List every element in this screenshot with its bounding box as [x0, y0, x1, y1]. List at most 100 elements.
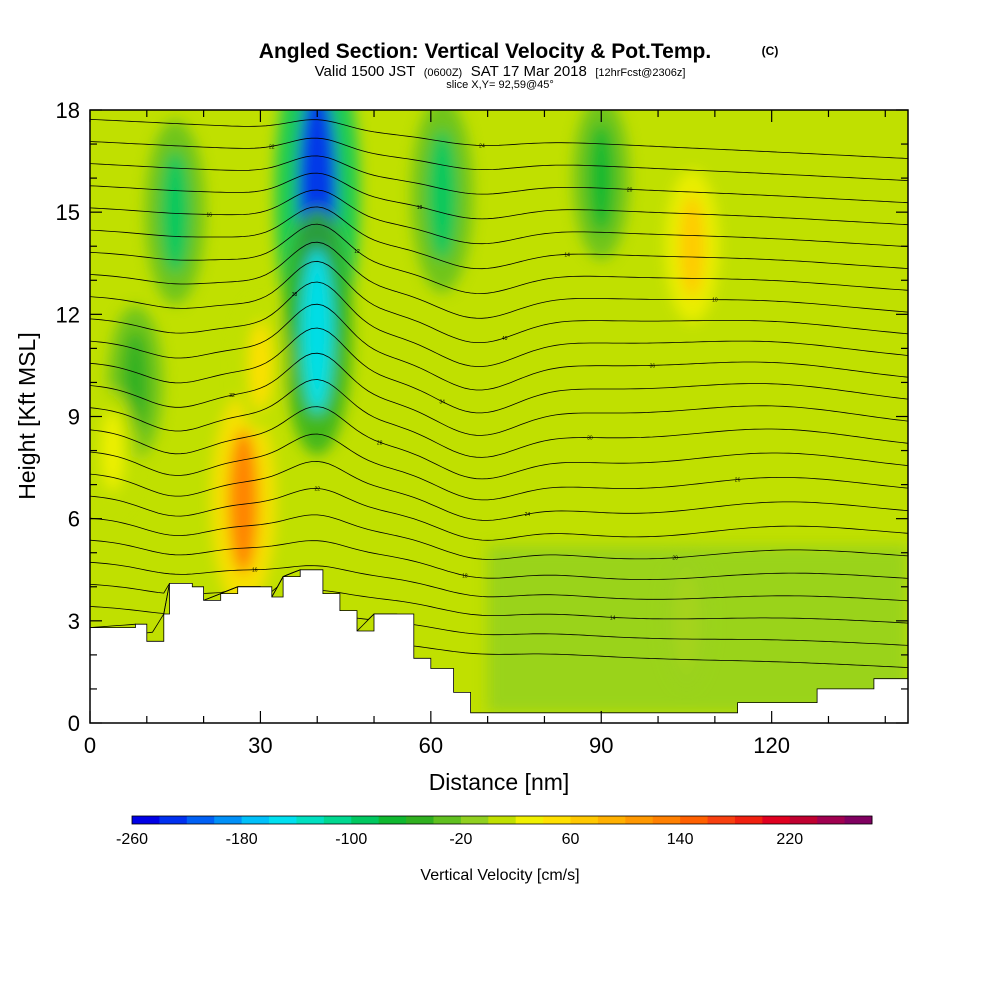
colorbar-label-60: 60 — [562, 831, 580, 848]
updraft-core-4 — [101, 410, 124, 492]
theta-contour-15 — [90, 260, 908, 343]
colorbar-label-220: 220 — [776, 831, 803, 848]
theta-contour-label-7: 24 — [525, 512, 531, 518]
theta-contour-label-19: 16 — [207, 212, 213, 218]
theta-contour-21 — [90, 155, 908, 204]
zulu-time: (0600Z) — [424, 67, 463, 79]
updraft-core-0 — [228, 429, 259, 574]
colorbar-label--20: -20 — [449, 831, 472, 848]
theta-contour-label-4: 18 — [462, 574, 468, 580]
theta-contour-label-6: 22 — [314, 486, 320, 492]
axis-ticks — [89, 109, 908, 724]
y-tick-label-15: 15 — [56, 200, 80, 225]
y-axis-title: Height [Kft MSL] — [14, 332, 40, 499]
colorbar-label--260: -260 — [116, 831, 148, 848]
theta-contour-label-8: 26 — [735, 478, 741, 484]
colorbar-label--180: -180 — [226, 831, 258, 848]
theta-contour-label-20: 18 — [417, 205, 423, 211]
y-tick-label-9: 9 — [68, 405, 80, 430]
downdraft-core-1 — [301, 248, 334, 414]
theta-contour-20 — [90, 172, 908, 226]
x-tick-label-120: 120 — [753, 733, 790, 758]
colorbar-swatch-18 — [625, 816, 654, 824]
theta-contour-8 — [90, 433, 908, 501]
colorbar — [131, 815, 873, 825]
downdraft-core-4 — [588, 123, 615, 233]
colorbar-swatch-0 — [132, 816, 160, 824]
chart-title-tag: (C) — [762, 44, 779, 58]
x-tick-label-90: 90 — [589, 733, 613, 758]
theta-contour-2 — [90, 569, 908, 624]
x-tick-label-60: 60 — [419, 733, 443, 758]
axis-tick-labels: 0 30 60 90 120 0 36 9 12 15 18 — [56, 98, 791, 758]
theta-contour-3 — [90, 561, 908, 602]
colorbar-swatch-14 — [515, 816, 544, 824]
theta-contour-label-23: 24 — [479, 143, 485, 149]
updraft-core-3 — [679, 195, 705, 298]
theta-contour-13 — [90, 303, 908, 391]
colorbar-swatch-3 — [214, 816, 243, 824]
valid-time: Valid 1500 JST — [315, 63, 416, 80]
theta-contour-19 — [90, 189, 908, 247]
colorbar-swatch-26 — [844, 816, 873, 824]
theta-contour-22 — [90, 137, 908, 181]
chart-title: Angled Section: Vertical Velocity & Pot.… — [259, 40, 711, 63]
colorbar-swatch-8 — [351, 816, 380, 824]
colorbar-title: Vertical Velocity [cm/s] — [420, 867, 579, 884]
theta-contour-label-11: 32 — [229, 393, 235, 399]
theta-contour-6 — [90, 487, 908, 541]
theta-contour-5 — [90, 514, 908, 560]
y-tick-label-0: 0 — [68, 711, 80, 736]
lower-sink-zone — [487, 545, 908, 713]
forecast-info: [12hrFcst@2306z] — [595, 67, 685, 79]
theta-contour-label-21: 20 — [627, 187, 633, 193]
colorbar-swatch-1 — [159, 816, 188, 824]
colorbar-swatch-24 — [789, 816, 818, 824]
downdraft-core-2 — [161, 150, 189, 274]
colorbar-swatch-25 — [817, 816, 846, 824]
potential-temperature-contours: 14 16 18 20 22 24 26 28 30 32 34 36 38 40 10 12 14 16 18 20… — [90, 118, 908, 668]
theta-contour-23 — [90, 118, 908, 159]
theta-contour-label-2: 14 — [610, 615, 616, 621]
theta-contour-label-16: 10 — [712, 298, 718, 304]
colorbar-swatch-16 — [570, 816, 599, 824]
theta-contour-14 — [90, 281, 908, 367]
theta-contour-16 — [90, 241, 908, 319]
colorbar-swatch-9 — [378, 816, 407, 824]
theta-contour-label-22: 22 — [269, 144, 275, 150]
colorbar-swatch-5 — [269, 816, 297, 824]
x-tick-label-0: 0 — [84, 733, 96, 758]
theta-contour-17 — [90, 223, 908, 295]
colorbar-swatch-6 — [296, 816, 325, 824]
theta-contour-9 — [90, 406, 908, 480]
colorbar-swatch-15 — [543, 816, 572, 824]
slice-info: slice X,Y= 92,59@45° — [446, 79, 554, 91]
theta-contour-label-18: 14 — [564, 252, 570, 258]
plot-area: 14 16 18 20 22 24 26 28 30 32 34 36 38 40 10 12 14 16 18 20… — [90, 110, 908, 723]
theta-contour-label-10: 30 — [587, 436, 593, 442]
theta-contour-label-12: 34 — [439, 400, 445, 406]
colorbar-swatch-12 — [460, 816, 489, 824]
colorbar-swatch-21 — [707, 816, 736, 824]
chart-subtitle: Valid 1500 JST (0600Z) SAT 17 Mar 2018 [… — [315, 63, 686, 80]
colorbar-swatch-13 — [488, 816, 517, 824]
colorbar-swatch-20 — [680, 816, 709, 824]
theta-contour-label-5: 20 — [672, 556, 678, 562]
theta-contour-10 — [90, 379, 908, 458]
theta-contour-label-14: 38 — [292, 292, 298, 298]
theta-contour-12 — [90, 327, 908, 414]
y-tick-label-6: 6 — [68, 507, 80, 532]
theta-contour-label-13: 36 — [650, 363, 656, 369]
theta-contour-7 — [90, 460, 908, 521]
y-tick-label-18: 18 — [56, 98, 80, 123]
colorbar-tick-labels: -260 -180 -100 -20 60 140 220 — [116, 831, 803, 848]
x-axis-title: Distance [nm] — [429, 769, 570, 795]
colorbar-swatch-19 — [652, 816, 681, 824]
downdraft-core-3 — [428, 130, 457, 261]
theta-contour-label-3: 16 — [252, 568, 258, 574]
theta-contour-label-9: 28 — [377, 440, 383, 446]
colorbar-swatch-23 — [762, 816, 791, 824]
colorbar-frame — [131, 815, 873, 825]
y-tick-label-12: 12 — [56, 302, 80, 327]
valid-date: SAT 17 Mar 2018 — [471, 63, 587, 80]
